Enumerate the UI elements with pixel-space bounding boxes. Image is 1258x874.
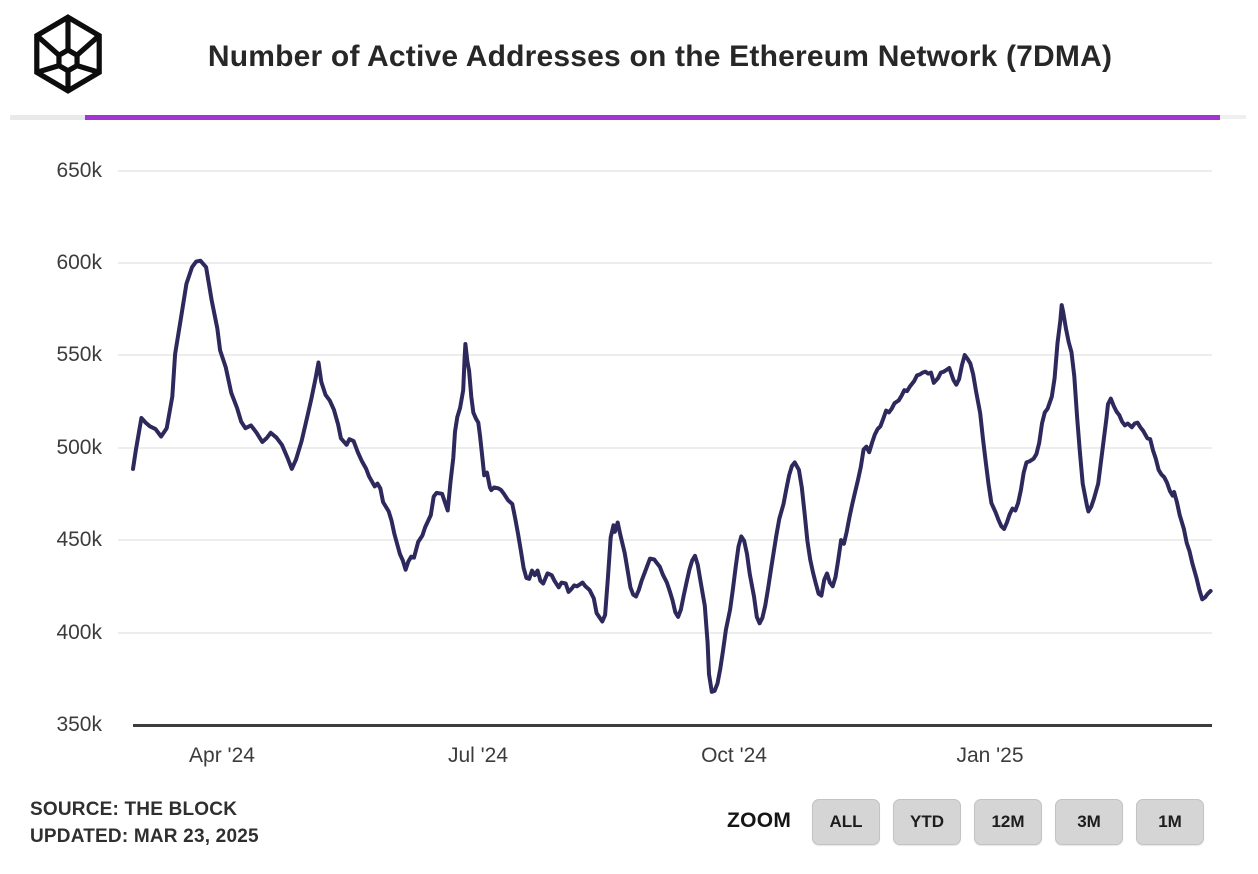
- y-tick-650k: 650k: [56, 159, 102, 182]
- source-attribution: SOURCE: THE BLOCK UPDATED: MAR 23, 2025: [30, 796, 259, 850]
- gridline-550k: [118, 354, 1212, 356]
- updated-line: UPDATED: MAR 23, 2025: [30, 826, 259, 847]
- y-tick-400k: 400k: [56, 621, 102, 644]
- x-tick-oct-24: Oct '24: [701, 744, 767, 767]
- header-divider-stub: [10, 115, 85, 120]
- zoom-button-ytd[interactable]: YTD: [893, 799, 961, 845]
- y-tick-550k: 550k: [56, 343, 102, 366]
- y-tick-350k: 350k: [56, 713, 102, 736]
- zoom-range-label: ZOOM: [727, 809, 792, 832]
- y-tick-600k: 600k: [56, 251, 102, 274]
- x-axis-line: [133, 724, 1212, 727]
- zoom-button-all[interactable]: ALL: [812, 799, 880, 845]
- y-tick-450k: 450k: [56, 528, 102, 551]
- zoom-button-12m[interactable]: 12M: [974, 799, 1042, 845]
- zoom-button-3m[interactable]: 3M: [1055, 799, 1123, 845]
- x-tick-jul-24: Jul '24: [447, 744, 509, 767]
- gridline-600k: [118, 262, 1212, 264]
- gridline-650k: [118, 170, 1212, 172]
- header-divider-accent: [85, 115, 1220, 120]
- source-line: SOURCE: THE BLOCK: [30, 799, 238, 820]
- the-block-logo-icon: [34, 14, 102, 94]
- x-tick-apr-24: Apr '24: [189, 744, 255, 767]
- gridline-400k: [118, 632, 1212, 634]
- active-addresses-series-line: [131, 258, 1213, 694]
- y-tick-500k: 500k: [56, 436, 102, 459]
- gridline-500k: [118, 447, 1212, 449]
- page-title: Number of Active Addresses on the Ethere…: [207, 40, 1113, 73]
- gridline-450k: [118, 539, 1212, 541]
- zoom-button-1m[interactable]: 1M: [1136, 799, 1204, 845]
- x-tick-jan-25: Jan '25: [956, 744, 1024, 767]
- header-divider-stub-right: [1220, 115, 1246, 119]
